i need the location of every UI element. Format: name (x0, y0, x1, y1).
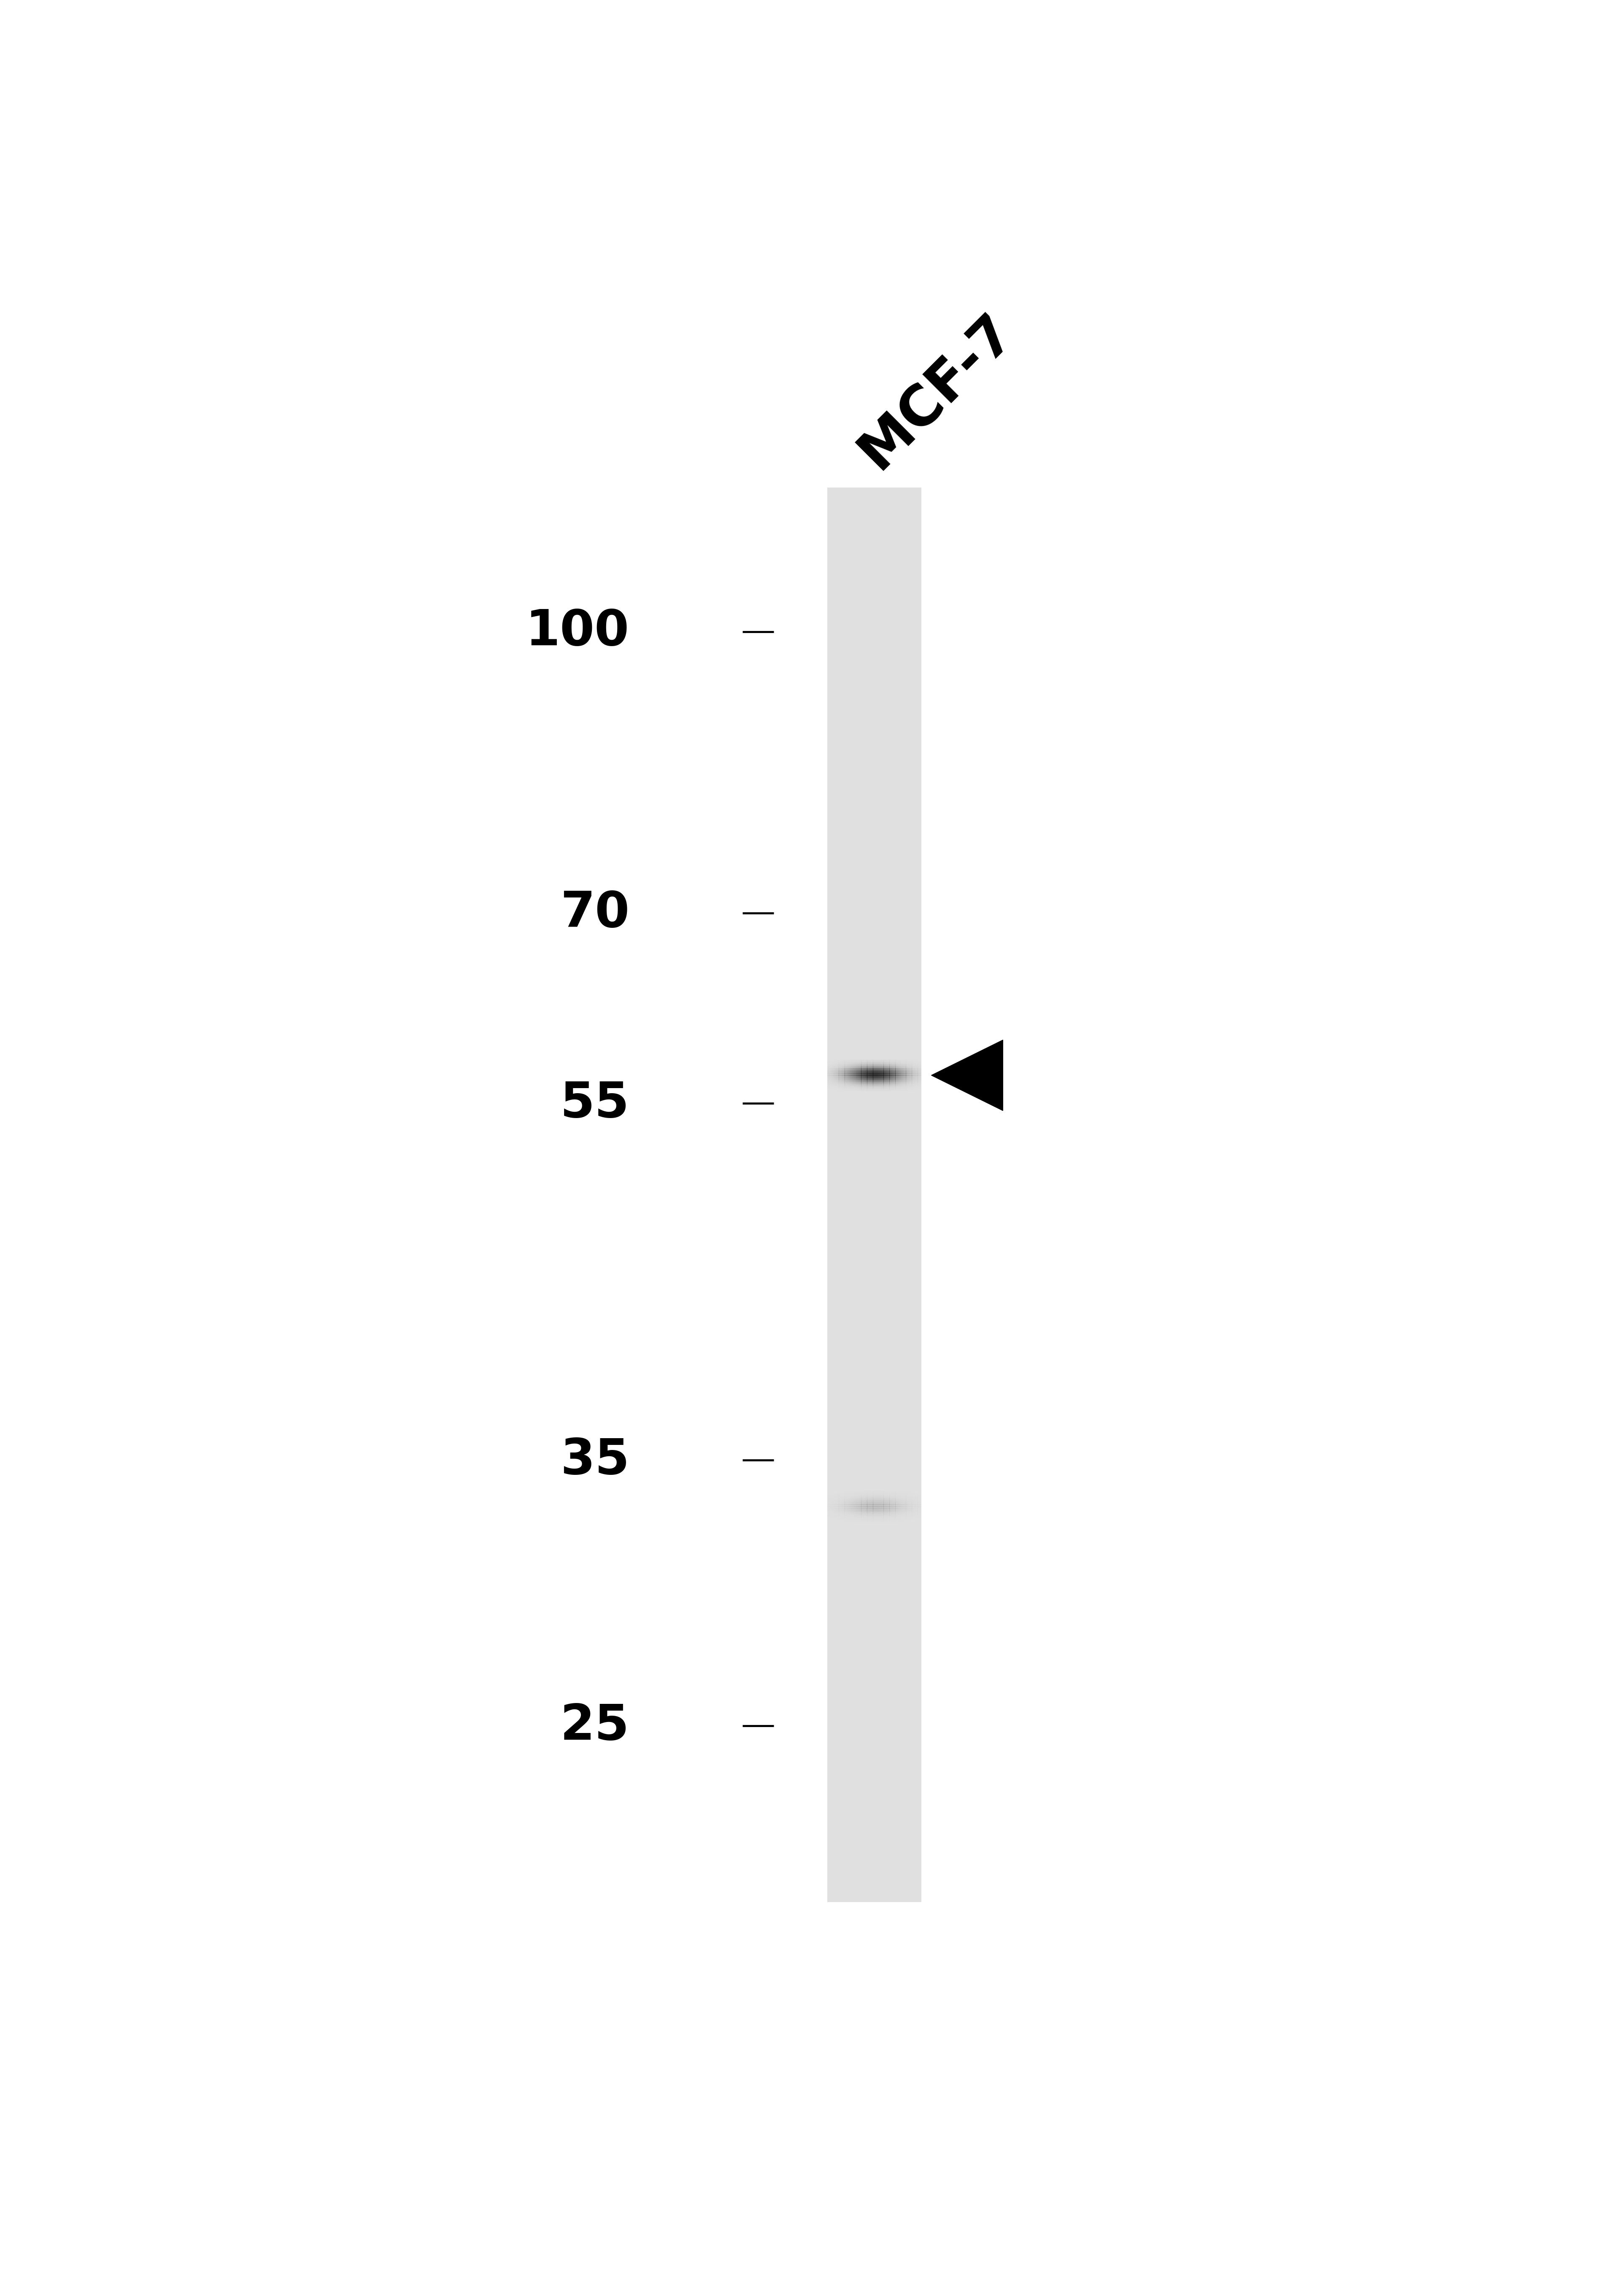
Text: 35: 35 (561, 1435, 629, 1486)
Bar (828, 487, 922, 1901)
Text: 25: 25 (561, 1701, 629, 1750)
Text: MCF-7: MCF-7 (849, 303, 1024, 480)
Text: 70: 70 (561, 889, 629, 937)
Text: 55: 55 (561, 1079, 629, 1127)
Polygon shape (932, 1040, 1003, 1111)
Text: 100: 100 (525, 608, 629, 657)
